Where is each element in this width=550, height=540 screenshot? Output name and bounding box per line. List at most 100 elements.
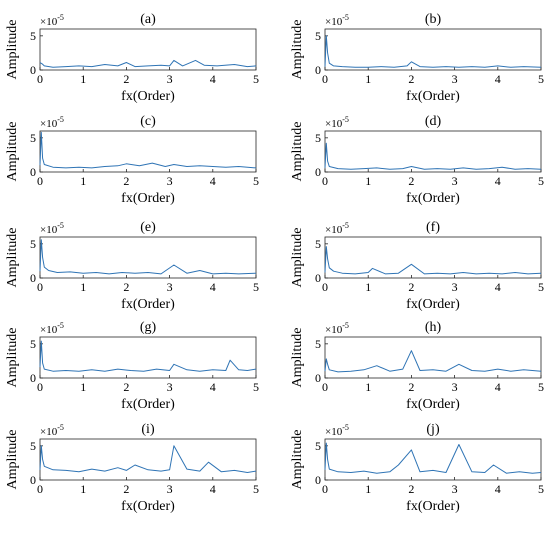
x-tick-label: 5 [538, 380, 544, 394]
x-tick-label: 0 [37, 380, 43, 394]
x-axis-label: fx(Order) [121, 397, 175, 412]
series-line [324, 142, 542, 170]
x-tick-label: 2 [408, 72, 414, 86]
subplot-title: (d) [425, 114, 442, 129]
series-line [39, 239, 257, 275]
subplot-title: (c) [140, 114, 156, 129]
y-tick-label: 0 [30, 473, 36, 487]
x-tick-label: 0 [322, 280, 328, 294]
x-tick-label: 5 [538, 482, 544, 496]
subplot-1: 0 1 2 3 4 5 0 5 ×10-5 (b) fx(Order) Amplitude [290, 12, 544, 104]
x-tick-label: 1 [365, 72, 371, 86]
x-tick-label: 0 [37, 174, 43, 188]
x-tick-label: 0 [37, 72, 43, 86]
y-exponent-power: -5 [342, 115, 349, 124]
x-tick-label: 4 [495, 380, 501, 394]
subplot-title: (f) [426, 220, 440, 235]
x-tick-label: 0 [322, 72, 328, 86]
y-axis-label: Amplitude [290, 122, 305, 182]
y-exponent-power: -5 [342, 423, 349, 432]
y-tick-label: 5 [315, 337, 321, 351]
series-line [324, 35, 542, 68]
x-tick-label: 1 [80, 174, 86, 188]
x-tick-label: 2 [123, 72, 129, 86]
x-axis-label: fx(Order) [406, 499, 460, 514]
y-tick-label: 0 [315, 165, 321, 179]
y-exponent-power: -5 [57, 423, 64, 432]
y-exponent-power: -5 [342, 321, 349, 330]
x-tick-label: 5 [253, 72, 259, 86]
x-tick-label: 3 [452, 174, 458, 188]
y-tick-label: 5 [30, 131, 36, 145]
axes-box [324, 28, 542, 71]
x-axis-label: fx(Order) [121, 191, 175, 206]
y-exponent-label: ×10-5 [325, 13, 349, 28]
y-exponent-label: ×10-5 [325, 423, 349, 438]
y-exponent-label: ×10-5 [40, 13, 64, 28]
y-tick-label: 0 [315, 473, 321, 487]
x-tick-label: 4 [495, 482, 501, 496]
y-exponent-label: ×10-5 [325, 321, 349, 336]
y-tick-label: 0 [315, 271, 321, 285]
y-tick-label: 5 [30, 337, 36, 351]
series-line [39, 340, 257, 372]
axes-box [39, 130, 257, 173]
subplot-8: 0 1 2 3 4 5 0 5 ×10-5 (i) fx(Order) Amplitude [5, 422, 259, 514]
y-tick-label: 0 [30, 63, 36, 77]
y-tick-label: 5 [315, 439, 321, 453]
x-tick-label: 5 [253, 174, 259, 188]
x-tick-label: 3 [167, 72, 173, 86]
y-exponent-label: ×10-5 [40, 321, 64, 336]
x-tick-label: 4 [495, 174, 501, 188]
y-tick-label: 5 [30, 237, 36, 251]
x-tick-label: 5 [253, 380, 259, 394]
x-axis-label: fx(Order) [121, 499, 175, 514]
x-tick-label: 3 [452, 280, 458, 294]
x-tick-label: 3 [167, 482, 173, 496]
y-axis-label: Amplitude [290, 328, 305, 388]
x-axis-label: fx(Order) [406, 397, 460, 412]
x-tick-label: 0 [322, 380, 328, 394]
x-tick-label: 4 [495, 72, 501, 86]
subplot-2: 0 1 2 3 4 5 0 5 ×10-5 (c) fx(Order) Amplitude [5, 114, 259, 206]
axes-box [39, 28, 257, 71]
y-tick-label: 0 [30, 165, 36, 179]
x-axis-label: fx(Order) [406, 89, 460, 104]
subplot-title: (i) [141, 422, 155, 437]
x-tick-label: 4 [495, 280, 501, 294]
axes-box [39, 236, 257, 279]
x-tick-label: 0 [322, 174, 328, 188]
x-tick-label: 3 [452, 482, 458, 496]
y-axis-label: Amplitude [290, 430, 305, 490]
x-tick-label: 5 [538, 280, 544, 294]
x-tick-label: 4 [210, 72, 216, 86]
x-tick-label: 5 [253, 482, 259, 496]
y-tick-label: 5 [30, 29, 36, 43]
subplot-7: 0 1 2 3 4 5 0 5 ×10-5 (h) fx(Order) Amplitude [290, 320, 544, 412]
x-tick-label: 1 [80, 482, 86, 496]
x-tick-label: 0 [37, 280, 43, 294]
y-tick-label: 0 [315, 371, 321, 385]
subplot-title: (b) [425, 12, 442, 27]
y-exponent-label: ×10-5 [40, 423, 64, 438]
y-exponent-power: -5 [342, 221, 349, 230]
x-tick-label: 3 [452, 380, 458, 394]
x-tick-label: 4 [210, 380, 216, 394]
x-tick-label: 5 [538, 72, 544, 86]
subplot-6: 0 1 2 3 4 5 0 5 ×10-5 (g) fx(Order) Amplitude [5, 320, 259, 412]
x-axis-label: fx(Order) [406, 297, 460, 312]
x-tick-label: 3 [452, 72, 458, 86]
x-axis-label: fx(Order) [406, 191, 460, 206]
x-tick-label: 1 [80, 72, 86, 86]
axes-box [39, 438, 257, 481]
y-tick-label: 5 [315, 131, 321, 145]
y-exponent-power: -5 [57, 321, 64, 330]
y-tick-label: 5 [30, 439, 36, 453]
x-tick-label: 2 [123, 174, 129, 188]
x-tick-label: 1 [365, 380, 371, 394]
series-line [324, 246, 542, 275]
series-line [324, 350, 542, 373]
y-axis-label: Amplitude [5, 430, 20, 490]
y-exponent-label: ×10-5 [40, 115, 64, 130]
